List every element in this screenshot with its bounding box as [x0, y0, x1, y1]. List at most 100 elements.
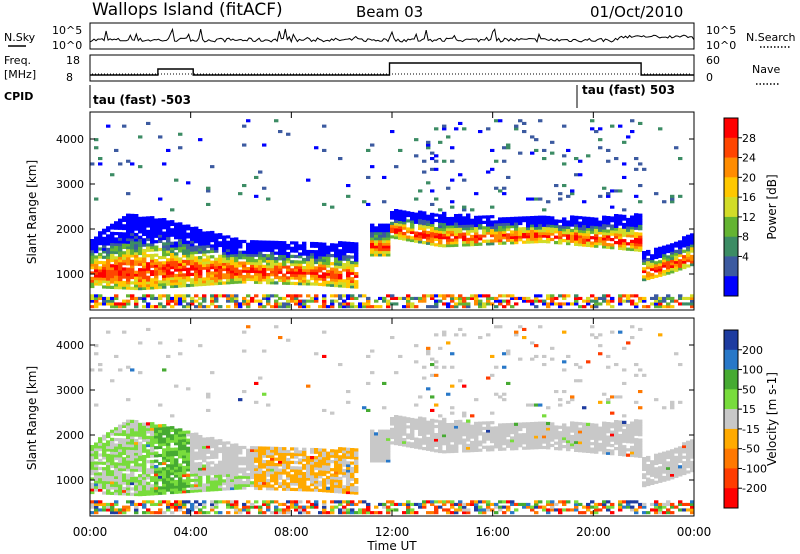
power-cell — [222, 281, 227, 285]
power-cell — [206, 274, 211, 278]
power-cell — [258, 243, 263, 247]
velocity-cell — [130, 502, 135, 506]
power-cell — [202, 294, 207, 298]
velocity-cell — [330, 449, 335, 453]
velocity-cell — [110, 491, 115, 495]
power-cell — [350, 260, 355, 265]
velocity-cell — [602, 440, 607, 444]
power-cell — [134, 254, 139, 258]
power-cell — [510, 241, 515, 245]
velocity-cell — [394, 425, 399, 429]
power-cell — [438, 219, 443, 223]
velocity-cell — [198, 464, 203, 468]
power-cell — [470, 234, 475, 239]
power-cell — [582, 200, 587, 204]
velocity-cell — [378, 459, 383, 463]
power-cell — [450, 159, 455, 163]
power-cell — [286, 299, 291, 303]
power-cell — [518, 238, 523, 242]
power-cell — [106, 239, 111, 243]
velocity-cell — [434, 433, 439, 437]
velocity-cell — [106, 502, 111, 506]
power-cell — [106, 299, 111, 303]
power-cell — [114, 245, 119, 249]
power-cell — [438, 235, 443, 239]
power-cell — [194, 264, 199, 268]
power-cell — [458, 294, 463, 298]
power-cell — [538, 226, 543, 230]
power-cell — [158, 237, 163, 241]
power-cell — [226, 281, 231, 285]
velocity-cell — [98, 488, 103, 492]
velocity-cell — [118, 475, 123, 480]
velocity-cell — [186, 460, 191, 464]
nsearch-tick-high: 10^5 — [706, 24, 736, 37]
power-cell — [282, 254, 287, 258]
velocity-cell — [462, 438, 467, 442]
power-cell — [574, 242, 579, 246]
power-cell — [242, 296, 247, 300]
power-cell — [406, 299, 411, 303]
velocity-cell — [302, 453, 307, 457]
velocity-cell — [122, 430, 127, 434]
power-cell — [138, 287, 143, 291]
power-cell — [138, 268, 143, 272]
power-cell — [98, 233, 103, 238]
power-cell — [262, 267, 267, 271]
power-cell — [614, 241, 619, 245]
power-cell — [590, 119, 595, 123]
velocity-cell — [538, 505, 543, 509]
power-cell — [234, 242, 239, 246]
velocity-cell — [114, 427, 119, 431]
power-cell — [102, 244, 107, 249]
velocity-cell — [286, 476, 291, 481]
power-cell — [586, 230, 591, 234]
power-cell — [310, 268, 315, 273]
power-cell — [342, 257, 347, 261]
power-cell — [466, 243, 471, 247]
power-cell — [250, 264, 255, 268]
power-cell — [394, 222, 399, 226]
power-cell — [278, 130, 283, 134]
velocity-cell — [286, 449, 291, 454]
power-cell — [442, 302, 447, 306]
velocity-cell — [450, 425, 455, 429]
power-cell — [518, 230, 523, 234]
power-cell — [614, 216, 619, 220]
power-cell — [578, 216, 583, 220]
power-cell — [686, 245, 691, 249]
velocity-cell — [590, 447, 595, 451]
power-cell — [182, 227, 187, 231]
velocity-cell — [546, 440, 551, 444]
power-cell — [510, 294, 515, 298]
power-cell — [434, 229, 439, 233]
velocity-cell — [430, 432, 435, 436]
velocity-cell — [334, 449, 339, 453]
velocity-cell — [398, 426, 403, 430]
power-cell — [402, 215, 407, 219]
velocity-cell — [334, 476, 339, 480]
power-cell — [274, 243, 279, 247]
power-cell — [378, 247, 383, 252]
power-cell — [454, 302, 459, 306]
velocity-cell — [278, 508, 283, 512]
velocity-cell — [246, 481, 251, 485]
velocity-cell — [114, 354, 119, 358]
velocity-cell — [610, 449, 615, 453]
power-cell — [230, 278, 235, 282]
power-cell — [674, 266, 679, 270]
velocity-cell — [386, 435, 391, 439]
power-cell — [690, 257, 695, 261]
velocity-cell — [182, 455, 187, 459]
power-cell — [178, 132, 183, 136]
velocity-cell — [262, 460, 267, 464]
velocity-cell — [434, 449, 439, 453]
velocity-cell — [406, 419, 411, 424]
velocity-cell — [318, 461, 323, 465]
power-cell — [390, 296, 395, 300]
velocity-cell — [446, 428, 451, 432]
power-cell — [114, 280, 119, 284]
velocity-cell — [566, 437, 571, 441]
power-cell — [210, 165, 215, 169]
